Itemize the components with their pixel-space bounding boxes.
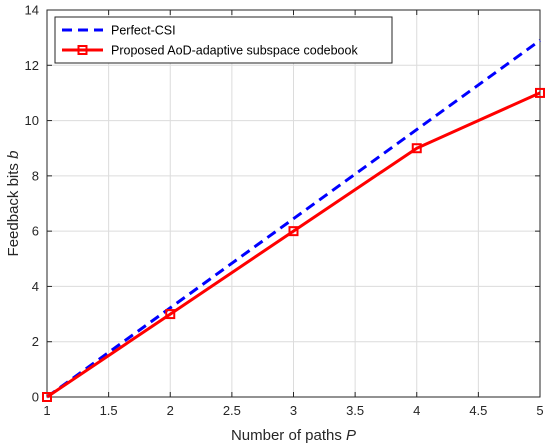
data-point xyxy=(411,143,422,154)
x-tick-label: 4 xyxy=(413,403,420,418)
x-tick-label: 4.5 xyxy=(469,403,487,418)
legend: Perfect-CSI Proposed AoD-adaptive subspa… xyxy=(54,16,393,64)
x-tick-label: 2 xyxy=(167,403,174,418)
x-tick-label: 2.5 xyxy=(223,403,241,418)
x-tick-label: 3 xyxy=(290,403,297,418)
data-point xyxy=(288,226,299,237)
legend-label-proposed: Proposed AoD-adaptive subspace codebook xyxy=(111,44,358,58)
series-line-0 xyxy=(46,39,541,399)
y-tick-label: 12 xyxy=(25,58,39,73)
legend-box xyxy=(54,16,393,64)
data-point xyxy=(535,87,545,98)
y-axis-label: Feedback bits b xyxy=(5,151,22,257)
y-tick-label: 14 xyxy=(25,3,39,18)
legend-marker-proposed xyxy=(77,45,88,55)
legend-label-perfect-csi: Perfect-CSI xyxy=(111,24,176,38)
x-axis-label: Number of paths P xyxy=(231,427,356,444)
series-layer xyxy=(42,39,545,402)
x-tick-label: 5 xyxy=(536,403,543,418)
x-tick-label: 1.5 xyxy=(100,403,118,418)
x-tick-label: 3.5 xyxy=(346,403,364,418)
x-tick-label: 1 xyxy=(43,403,50,418)
y-tick-label: 6 xyxy=(32,224,39,239)
data-point xyxy=(42,392,52,402)
axis-ticks: 1 1.5 2 2.5 3 3.5 4 4.5 5 0 2 4 6 8 10 12 14 xyxy=(25,3,544,419)
y-tick-label: 0 xyxy=(32,390,39,405)
y-tick-label: 2 xyxy=(32,334,39,349)
y-tick-label: 4 xyxy=(32,279,39,294)
y-tick-label: 8 xyxy=(32,168,39,183)
y-tick-label: 10 xyxy=(25,113,39,128)
data-point xyxy=(165,309,176,320)
series-line-1 xyxy=(46,91,541,399)
